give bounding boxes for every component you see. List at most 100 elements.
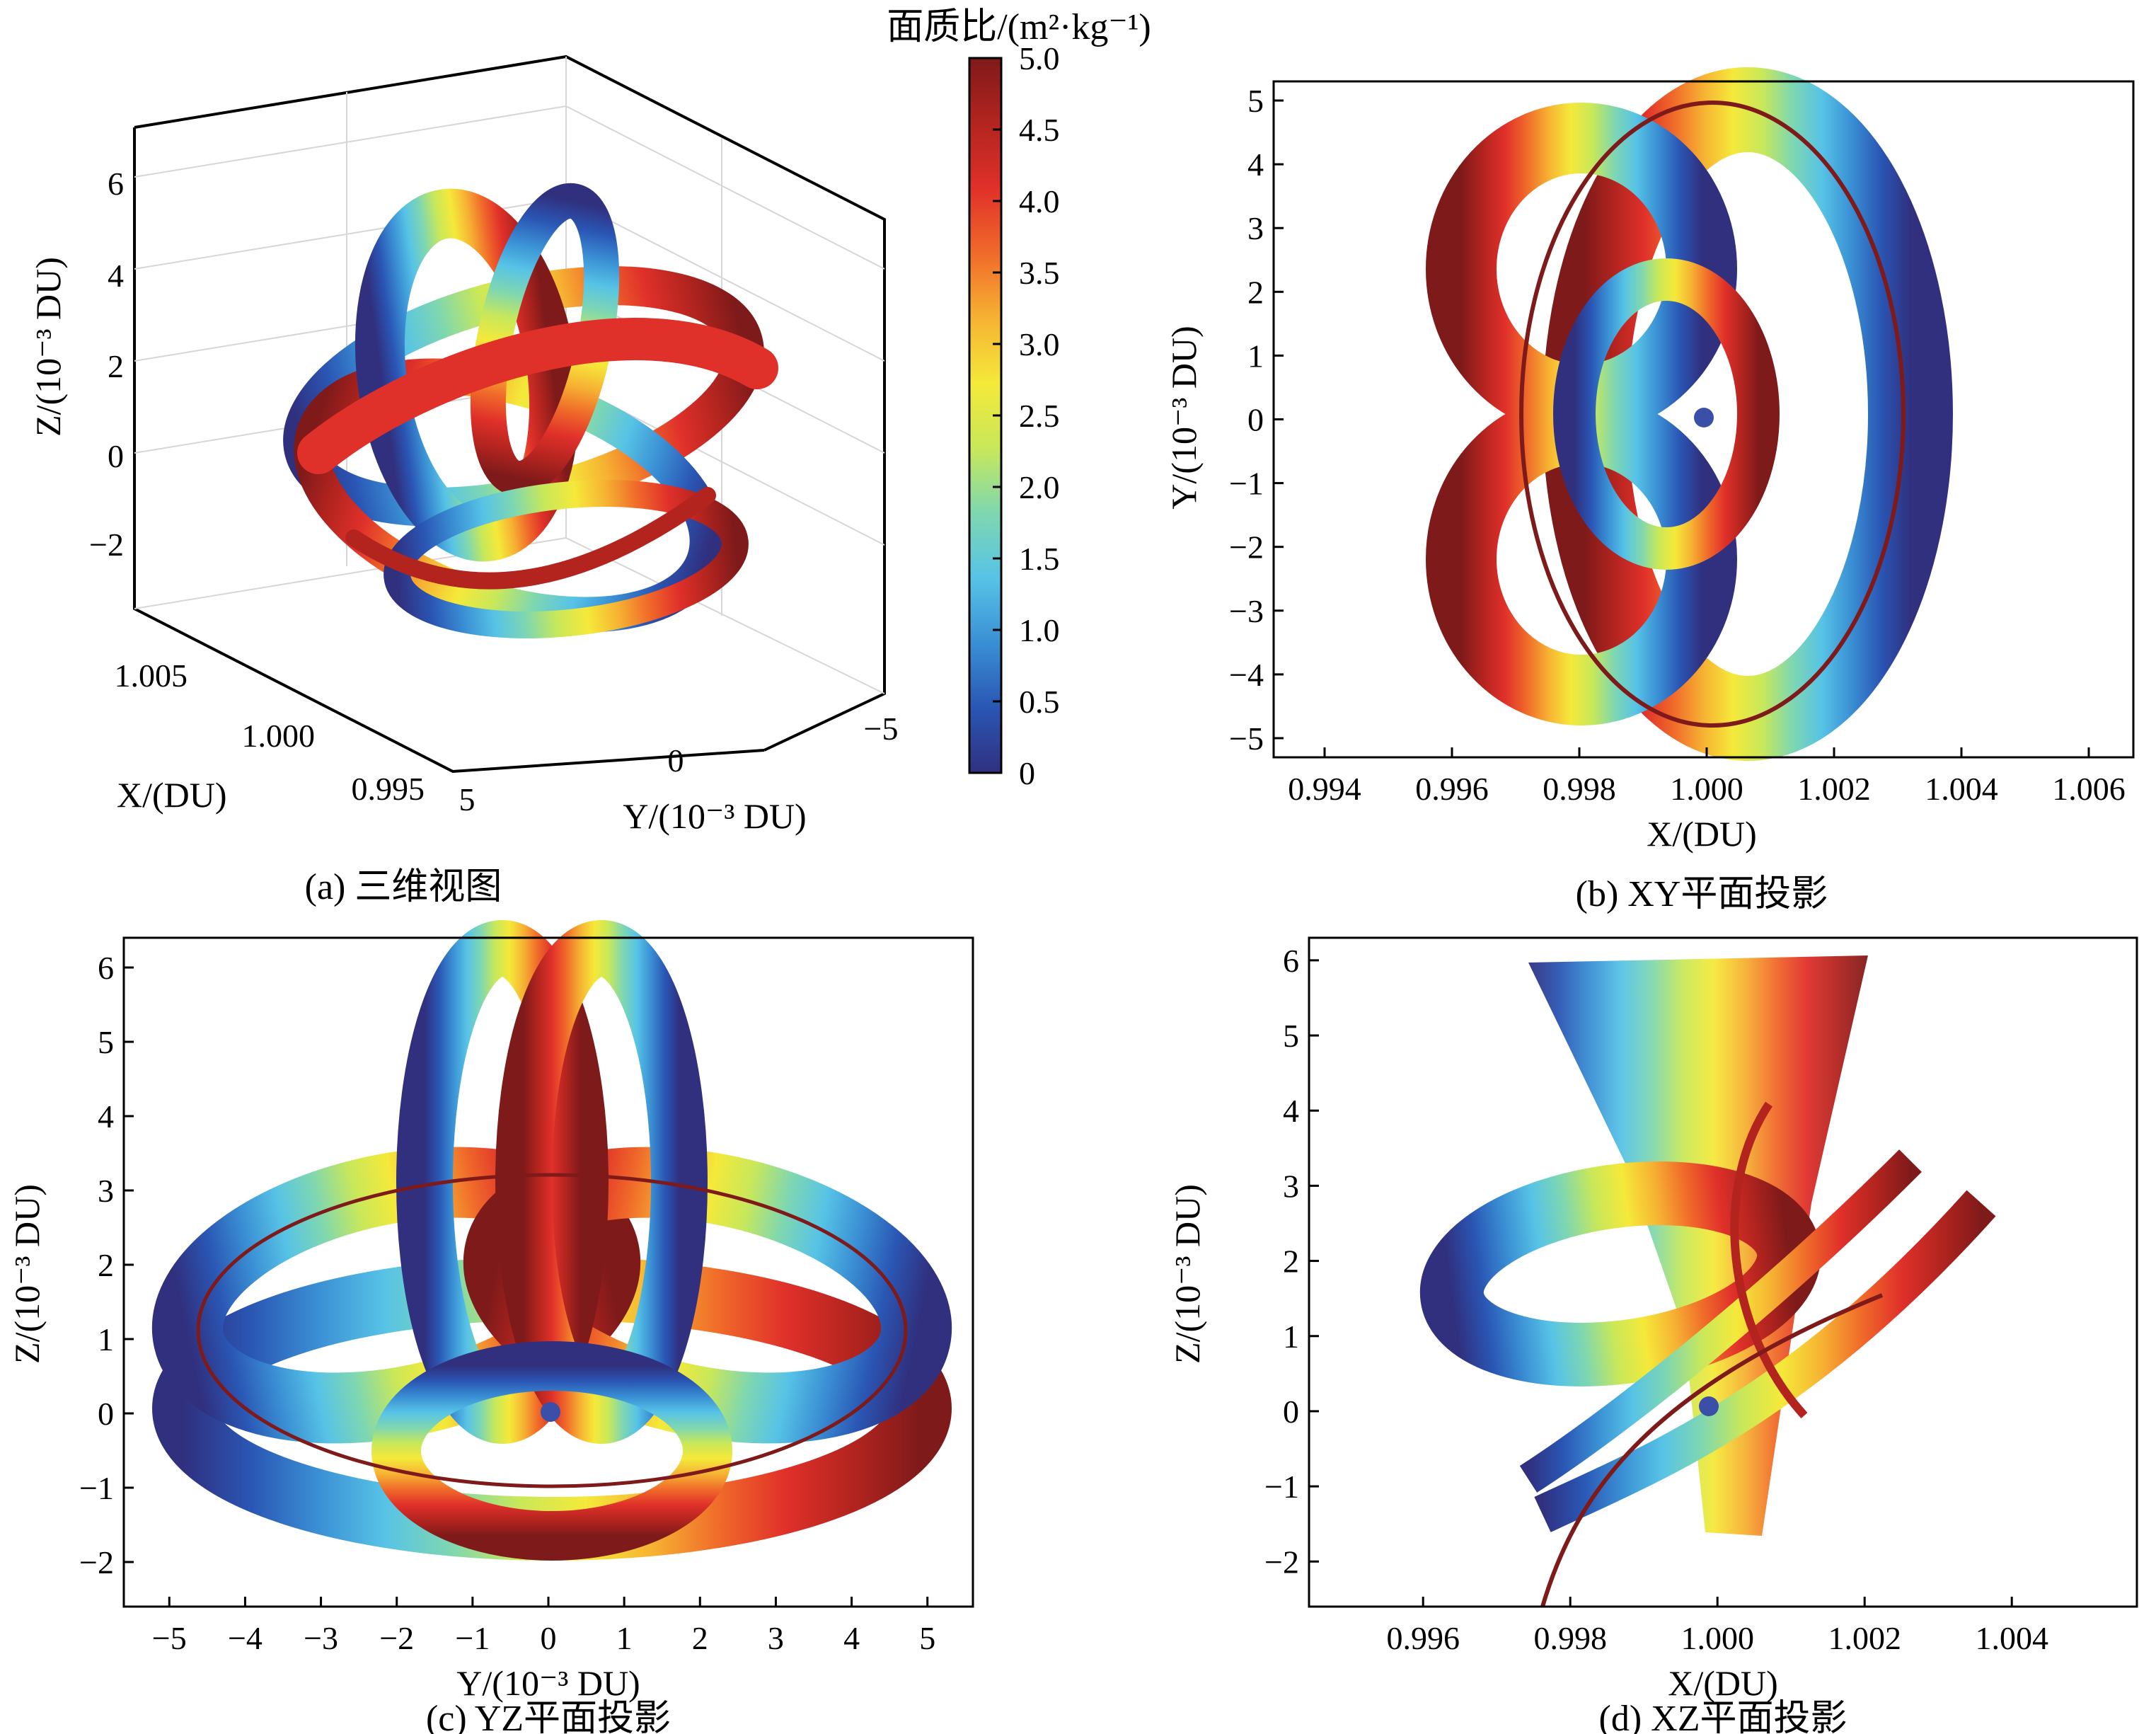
panel-d-y-ticks: 6 5 4 3 2 1 0 −1 −2 xyxy=(1264,943,1319,1580)
panel-a-box xyxy=(133,54,886,774)
panel-b-ytick: −3 xyxy=(1229,593,1264,629)
colorbar-tick-label: 1.0 xyxy=(1019,612,1060,648)
panel-c-ytick: −2 xyxy=(79,1544,114,1580)
colorbar-tick-label: 2.5 xyxy=(1019,398,1060,434)
panel-d-caption: (d) XZ平面投影 xyxy=(1599,1699,1847,1734)
panel-d-ytick: 4 xyxy=(1283,1093,1299,1129)
colorbar: 面质比/(m²·kg⁻¹) 0 0.5 1.0 1.5 2.0 2.5 3.0 3.5 4.0 4… xyxy=(887,7,1151,791)
panel-b-xtick: 0.996 xyxy=(1415,771,1489,807)
panel-a-ztick: 6 xyxy=(108,166,124,202)
panel-b-y-ticks: 5 4 3 2 1 0 −1 −2 −3 −4 −5 xyxy=(1229,83,1284,757)
panel-c-xtick: 0 xyxy=(541,1620,557,1656)
panel-d-ytick: 1 xyxy=(1283,1319,1299,1355)
panel-a-ribbon-7 xyxy=(345,487,716,590)
panel-d-xtick: 0.998 xyxy=(1533,1620,1607,1656)
panel-c-xtick: −2 xyxy=(379,1620,414,1656)
colorbar-tick-label: 3.0 xyxy=(1019,326,1060,362)
colorbar-tick-label: 4.0 xyxy=(1019,183,1060,219)
panel-b-ylabel: Y/(10⁻³ DU) xyxy=(1164,326,1204,509)
colorbar-tick-label: 1.5 xyxy=(1019,541,1060,577)
panel-c-xtick: −5 xyxy=(152,1620,187,1656)
panel-a-ytick: 5 xyxy=(459,781,475,817)
panel-c-ytick: 4 xyxy=(98,1098,114,1135)
panel-a-y-ticks: 5 0 −5 xyxy=(459,711,899,817)
panel-a-orbits xyxy=(283,183,778,638)
panel-d-point xyxy=(1699,1396,1719,1416)
panel-d-ribbon-1 xyxy=(1534,1190,1996,1532)
panel-d-orbits xyxy=(1419,955,1996,1607)
colorbar-title: 面质比/(m²·kg⁻¹) xyxy=(887,7,1151,47)
panel-c-point xyxy=(541,1402,560,1422)
panel-d-ytick: −1 xyxy=(1264,1469,1299,1505)
panel-a-ytick: −5 xyxy=(864,711,899,747)
panel-b-x-ticks: 0.994 0.996 0.998 1.000 1.002 1.004 1.006 xyxy=(1288,747,2126,807)
panel-d-ribbon-3 xyxy=(1730,1101,1808,1419)
panel-d-ytick: 6 xyxy=(1283,943,1299,979)
panel-c-ytick: −1 xyxy=(79,1470,114,1506)
panel-b-ytick: −5 xyxy=(1229,720,1264,757)
panel-c-xtick: 1 xyxy=(616,1620,633,1656)
panel-d-left-loop xyxy=(1419,1161,1821,1386)
panel-c-ytick: 2 xyxy=(98,1247,114,1283)
panel-a-ylabel: Y/(10⁻³ DU) xyxy=(623,796,806,836)
panel-c-xtick: 4 xyxy=(843,1620,860,1656)
panel-c-orbits xyxy=(151,920,952,1561)
panel-d-ytick: 0 xyxy=(1283,1394,1299,1430)
panel-c-xtick: 3 xyxy=(768,1620,784,1656)
panel-b-ytick: 3 xyxy=(1247,210,1264,246)
panel-d-xtick: 0.996 xyxy=(1386,1620,1460,1656)
panel-b-xtick: 1.000 xyxy=(1670,771,1743,807)
panel-c-edge xyxy=(196,1173,908,1488)
panel-c-xtick: 5 xyxy=(919,1620,935,1656)
panel-d-ribbon-4 xyxy=(1540,1293,1884,1607)
panel-c-xlabel: Y/(10⁻³ DU) xyxy=(456,1663,640,1703)
panel-c-ylabel: Z/(10⁻³ DU) xyxy=(7,1184,47,1364)
panel-b-xlabel: X/(DU) xyxy=(1647,814,1757,854)
colorbar-tick-label: 3.5 xyxy=(1019,255,1060,291)
panel-a-xlabel: X/(DU) xyxy=(117,775,227,815)
colorbar-tick-label: 4.5 xyxy=(1019,112,1060,148)
panel-c-xtick: 2 xyxy=(692,1620,708,1656)
panel-b-ytick: 0 xyxy=(1247,402,1264,438)
panel-a-xtick: 0.995 xyxy=(352,771,425,807)
panel-b: 0.994 0.996 0.998 1.000 1.002 1.004 1.006 5 4 3 2… xyxy=(1164,67,2135,914)
panel-d-frame xyxy=(1308,936,2138,1608)
panel-c-x-ticks: −5 −4 −3 −2 −1 0 1 2 3 4 5 xyxy=(152,1597,935,1656)
panel-b-orbits xyxy=(1426,67,1953,761)
panel-c-xtick: −4 xyxy=(228,1620,263,1656)
panel-a-z-ticks: 6 4 2 0 −2 xyxy=(89,166,124,563)
colorbar-tick-label: 0.5 xyxy=(1019,684,1060,720)
panel-b-xtick: 1.006 xyxy=(2052,771,2126,807)
panel-d-ylabel: Z/(10⁻³ DU) xyxy=(1168,1184,1207,1364)
panel-a-ztick: 2 xyxy=(108,348,124,384)
colorbar-ticks: 0 0.5 1.0 1.5 2.0 2.5 3.0 3.5 4.0 4.5 5.0 xyxy=(993,40,1060,791)
panel-b-xtick: 1.002 xyxy=(1797,771,1871,807)
panel-a-zlabel: Z/(10⁻³ DU) xyxy=(28,257,68,437)
panel-c-ytick: 0 xyxy=(98,1396,114,1432)
panel-a-ytick: 0 xyxy=(668,742,684,779)
panel-a-x-ticks: 1.005 1.000 0.995 xyxy=(115,658,425,807)
colorbar-tick-label: 5.0 xyxy=(1019,40,1060,76)
panel-a: 6 4 2 0 −2 1.005 1.000 0.995 5 0 −5 Z/(1… xyxy=(28,54,899,907)
panel-c-bottom-arc xyxy=(371,1341,732,1561)
panel-a-caption: (a) 三维视图 xyxy=(305,867,502,907)
panel-c-xtick: −3 xyxy=(304,1620,338,1656)
panel-b-xtick: 1.004 xyxy=(1925,771,1998,807)
panel-c-ytick: 3 xyxy=(98,1173,114,1209)
panel-b-inner-ring xyxy=(1553,258,1780,570)
panel-d-xtick: 1.002 xyxy=(1828,1620,1901,1656)
panel-b-ytick: 4 xyxy=(1247,147,1264,183)
panel-d-x-ticks: 0.996 0.998 1.000 1.002 1.004 xyxy=(1386,1597,2048,1656)
panel-a-ztick: 4 xyxy=(108,258,124,294)
panel-d-xtick: 1.004 xyxy=(1975,1620,2048,1656)
panel-c: −5 −4 −3 −2 −1 0 1 2 3 4 5 6 5 4 3 2 1 0 −1 −2 Y/(10⁻³ DU)… xyxy=(7,920,974,1734)
panel-d: 0.996 0.998 1.000 1.002 1.004 6 5 4 3 2 1 0 −1 −2 X/… xyxy=(1168,936,2138,1734)
panel-b-ytick: 2 xyxy=(1247,274,1264,310)
panel-c-y-ticks: 6 5 4 3 2 1 0 −1 −2 xyxy=(79,950,134,1580)
panel-b-point xyxy=(1694,408,1714,427)
panel-a-ztick: −2 xyxy=(89,527,124,563)
panel-d-ytick: 3 xyxy=(1283,1168,1299,1204)
panel-c-ytick: 5 xyxy=(98,1024,114,1060)
panel-d-xlabel: X/(DU) xyxy=(1668,1663,1778,1703)
panel-b-xtick: 0.998 xyxy=(1543,771,1616,807)
